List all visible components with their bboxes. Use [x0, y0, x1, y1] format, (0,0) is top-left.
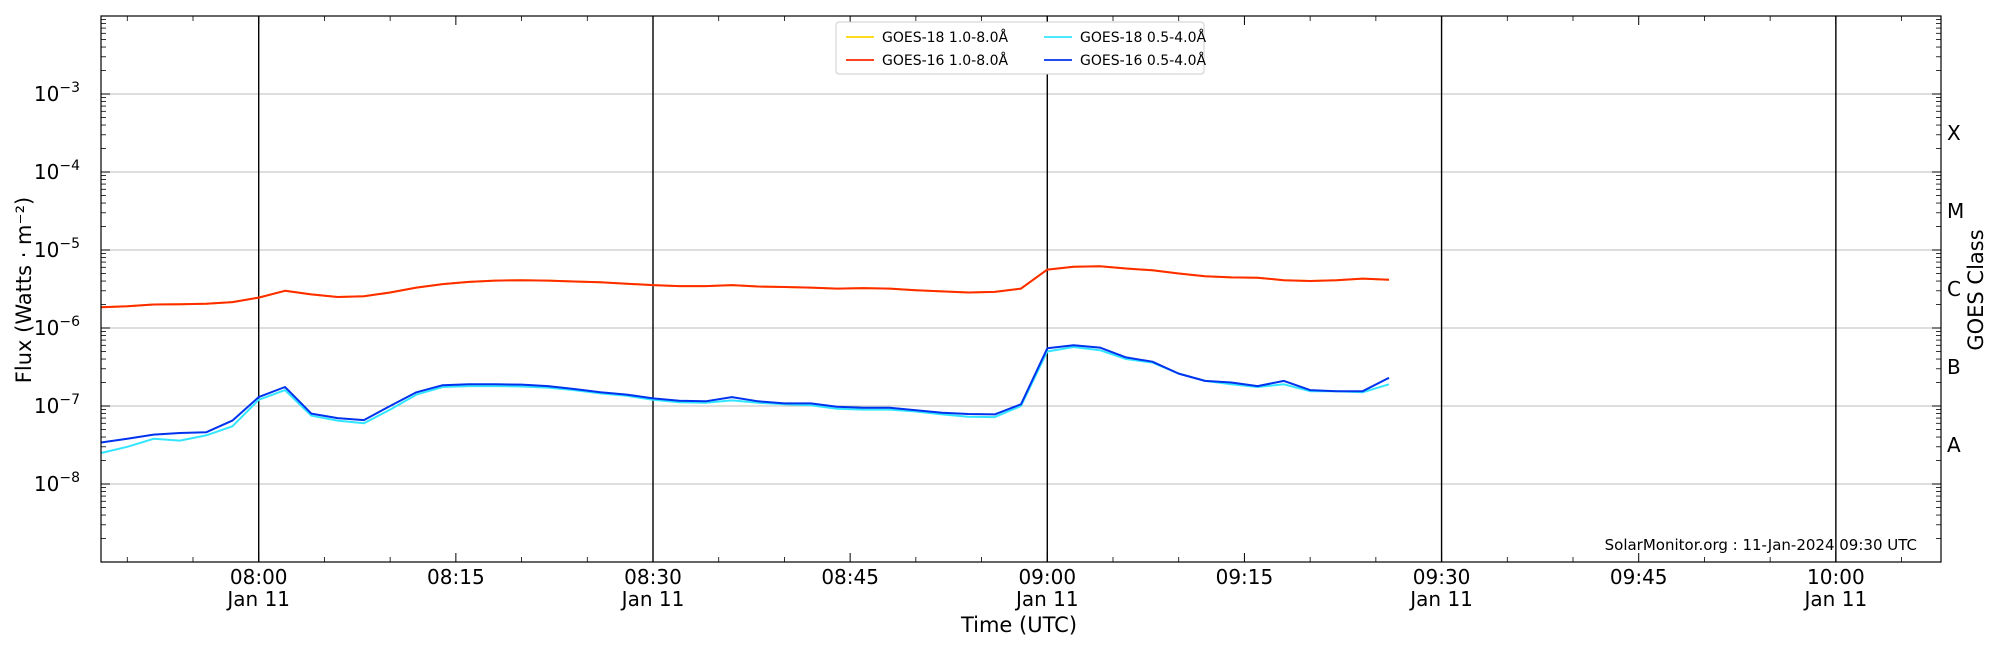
- x-tick-date-label: Jan 11: [1803, 587, 1868, 611]
- legend-label: GOES-16 0.5-4.0Å: [1080, 52, 1206, 69]
- goes-class-label: C: [1947, 277, 1961, 301]
- x-tick-date-label: Jan 11: [620, 587, 685, 611]
- x-tick-date-label: Jan 11: [1014, 587, 1079, 611]
- goes-class-label: M: [1947, 199, 1964, 223]
- goes-class-label: X: [1947, 121, 1961, 145]
- x-tick-label: 10:00: [1807, 565, 1865, 589]
- axis-ticks: [101, 16, 1941, 562]
- x-axis-title: Time (UTC): [960, 613, 1077, 637]
- legend: GOES-18 1.0-8.0Å GOES-16 1.0-8.0Å GOES-18 …: [835, 21, 1206, 75]
- y-tick-label: 10−3: [34, 80, 80, 106]
- y-tick-label: 10−7: [34, 392, 80, 418]
- right-axis-title: GOES Class: [1964, 229, 1988, 350]
- data-series: [100, 265, 1390, 454]
- x-tick-label: 09:45: [1610, 565, 1668, 589]
- series-line-2: [100, 265, 1390, 309]
- y-tick-label: 10−4: [34, 158, 80, 184]
- x-tick-date-label: Jan 11: [1408, 587, 1473, 611]
- x-tick-label: 09:30: [1413, 565, 1471, 589]
- time-marker-lines: [258, 16, 1837, 562]
- y-axis-title: Flux (Watts · m⁻²): [12, 197, 36, 383]
- goes-class-label: B: [1947, 355, 1961, 379]
- goes-class-label: A: [1947, 433, 1961, 457]
- goes-class-labels: A B C M X: [1947, 121, 1964, 457]
- x-tick-label: 08:15: [427, 565, 485, 589]
- x-tick-label: 08:45: [821, 565, 879, 589]
- x-tick-label: 09:15: [1216, 565, 1274, 589]
- x-tick-label: 08:00: [230, 565, 288, 589]
- x-tick-date-label: Jan 11: [225, 587, 290, 611]
- series-line-4: [100, 344, 1390, 444]
- plot-frame: [100, 15, 1942, 563]
- legend-label: GOES-18 0.5-4.0Å: [1080, 29, 1206, 46]
- x-tick-label: 09:00: [1018, 565, 1076, 589]
- y-tick-label: 10−5: [34, 236, 80, 262]
- watermark-text: SolarMonitor.org : 11-Jan-2024 09:30 UTC: [1605, 536, 1917, 554]
- x-tick-label: 08:30: [624, 565, 682, 589]
- y-tick-labels: 10−8 10−7 10−6 10−5 10−4 10−3: [34, 80, 80, 496]
- legend-box: [835, 21, 1205, 75]
- y-tick-label: 10−6: [34, 314, 80, 340]
- y-tick-label: 10−8: [34, 470, 80, 496]
- legend-label: GOES-16 1.0-8.0Å: [882, 52, 1008, 69]
- legend-label: GOES-18 1.0-8.0Å: [882, 29, 1008, 46]
